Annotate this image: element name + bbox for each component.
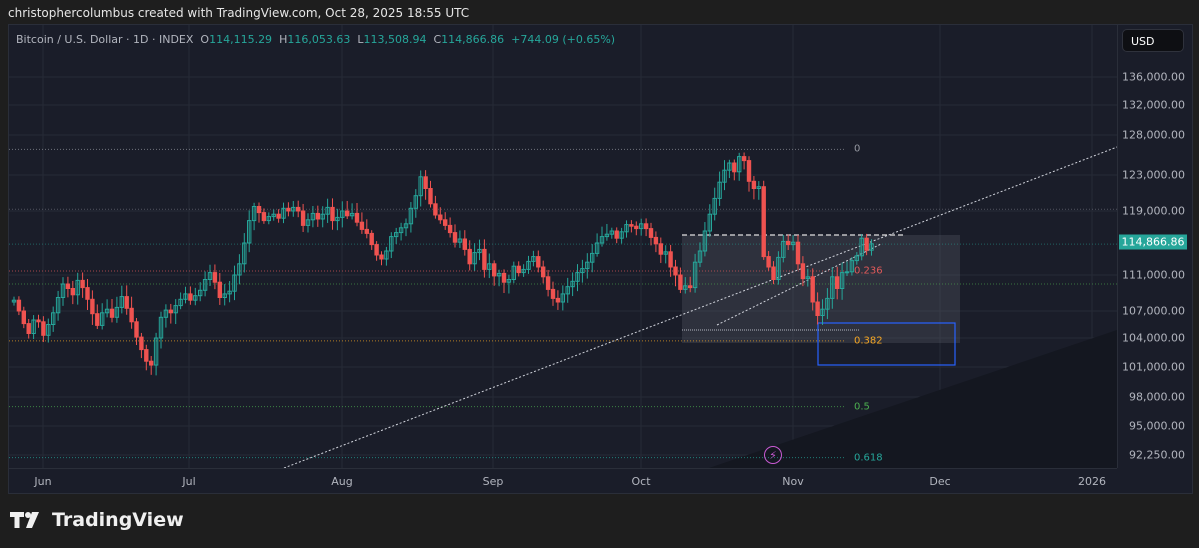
chart-credit: christophercolumbus created with Trading… bbox=[8, 6, 470, 20]
tradingview-logo: TradingView bbox=[10, 509, 184, 531]
time-tick: Dec bbox=[929, 475, 951, 488]
last-price-tag: 114,866.86 bbox=[1119, 234, 1187, 250]
time-tick: Jun bbox=[34, 475, 52, 488]
open-value: 114,115.29 bbox=[209, 33, 273, 46]
price-tick: 123,000.00 bbox=[1122, 168, 1185, 182]
tradingview-logo-icon bbox=[10, 512, 39, 528]
price-plot[interactable]: 0 0.236 0.382 0.5 0.618 bbox=[9, 25, 1117, 468]
high-value: 116,053.63 bbox=[287, 33, 351, 46]
price-tick: 132,000.00 bbox=[1122, 98, 1185, 112]
fib-level-label: 0.236 bbox=[854, 265, 883, 277]
lightning-event-icon[interactable]: ⚡ bbox=[764, 446, 782, 464]
symbol-legend: Bitcoin / U.S. Dollar · 1D · INDEX O114,… bbox=[16, 33, 616, 46]
price-axis[interactable]: 136,000.00 132,000.00 128,000.00 123,000.00… bbox=[1117, 25, 1193, 468]
low-value: 113,508.94 bbox=[363, 33, 427, 46]
price-tick: 136,000.00 bbox=[1122, 70, 1185, 84]
price-tick: 119,000.00 bbox=[1122, 204, 1185, 218]
price-tick: 107,000.00 bbox=[1122, 304, 1185, 318]
price-tick: 111,000.00 bbox=[1122, 268, 1185, 282]
time-tick: 2026 bbox=[1078, 475, 1106, 488]
fib-level-label: 0.382 bbox=[854, 335, 883, 347]
change-value: +744.09 (+0.65%) bbox=[511, 33, 616, 46]
close-value: 114,866.86 bbox=[441, 33, 505, 46]
fib-level-label: 0.618 bbox=[854, 452, 883, 464]
price-tick: 95,000.00 bbox=[1129, 419, 1185, 433]
time-tick: Nov bbox=[782, 475, 804, 488]
candlestick-chart bbox=[9, 25, 1117, 468]
fib-level-label: 0.5 bbox=[854, 401, 870, 413]
price-tick: 104,000.00 bbox=[1122, 331, 1185, 345]
fib-level-label: 0 bbox=[854, 143, 861, 155]
time-tick: Aug bbox=[331, 475, 353, 488]
price-tick: 101,000.00 bbox=[1122, 360, 1185, 374]
time-tick: Jul bbox=[182, 475, 196, 488]
time-tick: Oct bbox=[631, 475, 651, 488]
price-tick: 98,000.00 bbox=[1129, 390, 1185, 404]
price-tick: 128,000.00 bbox=[1122, 128, 1185, 142]
brand-name: TradingView bbox=[52, 509, 184, 531]
currency-button[interactable]: USD bbox=[1122, 29, 1184, 52]
price-tick: 92,250.00 bbox=[1129, 448, 1185, 462]
time-tick: Sep bbox=[482, 475, 504, 488]
time-axis[interactable]: Jun Jul Aug Sep Oct Nov Dec 2026 bbox=[9, 468, 1117, 493]
symbol-name: Bitcoin / U.S. Dollar · 1D · INDEX bbox=[16, 33, 194, 46]
